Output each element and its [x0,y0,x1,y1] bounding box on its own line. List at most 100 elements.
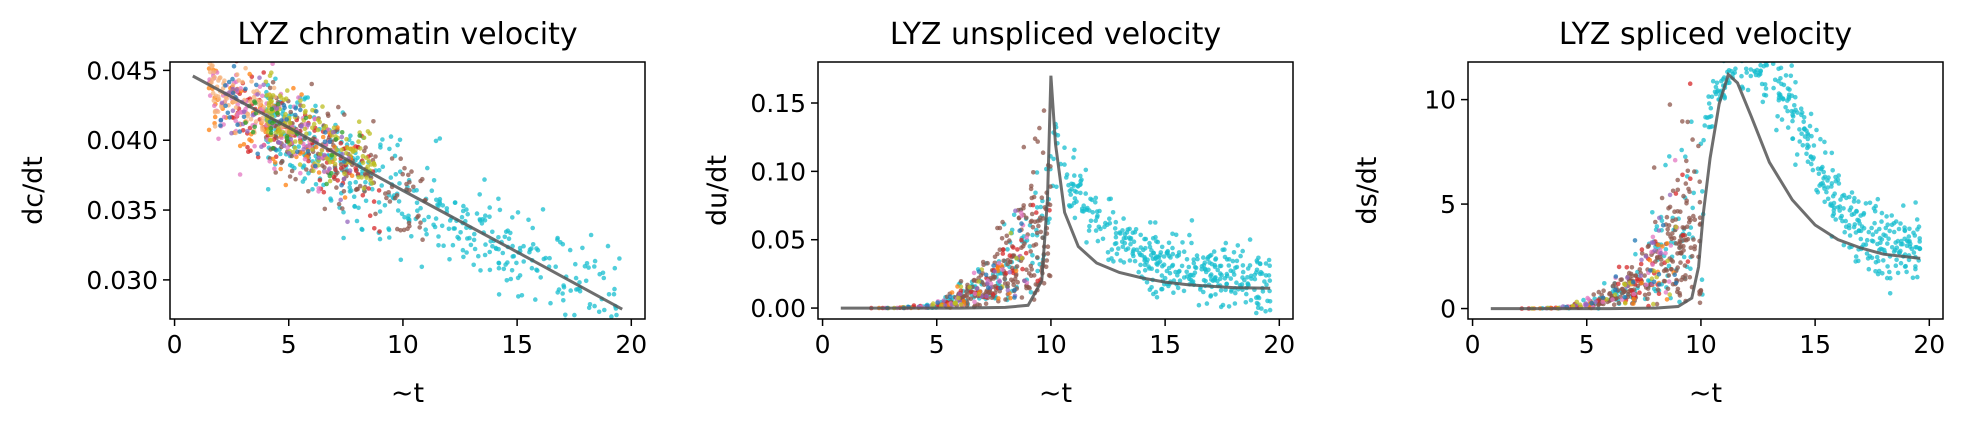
data-point [1147,266,1152,271]
data-point [521,243,526,249]
data-point [1143,245,1148,251]
data-point [444,206,450,211]
data-point [1005,257,1011,263]
data-point [285,88,290,93]
data-point [314,109,319,114]
data-point [295,149,300,154]
data-point [1005,247,1010,252]
data-point [1260,289,1266,294]
data-point [1047,216,1052,222]
data-point [1224,281,1229,287]
data-point [316,186,322,191]
data-point [237,143,243,149]
data-point [417,225,423,230]
data-point [1840,218,1845,224]
y-tick-label: 0.030 [86,266,158,295]
data-point [306,189,311,194]
data-point [560,291,565,296]
x-tick-label: 15 [1149,330,1181,359]
data-point [1901,203,1906,208]
data-point [1258,269,1264,275]
data-point [209,63,214,69]
data-point [1720,77,1726,82]
data-point [1679,147,1684,153]
data-point [248,116,254,122]
data-point [431,178,437,183]
data-point [1878,246,1883,252]
data-point [1254,267,1260,273]
data-point [1699,277,1705,283]
data-point [347,185,353,190]
data-point [549,320,554,325]
data-point [1710,78,1716,84]
data-point [1818,136,1823,142]
data-point [1024,215,1029,221]
data-point [1047,273,1053,279]
data-point [1814,187,1819,193]
data-point [1029,211,1035,217]
data-point [1002,276,1007,282]
data-point [276,102,281,107]
data-point [519,293,525,298]
data-point [313,163,318,169]
data-point [1090,210,1095,215]
data-point [315,127,321,133]
data-point [1791,109,1797,115]
data-point [1809,133,1814,139]
data-point [1687,189,1692,194]
y-tick-label: 10 [1424,86,1456,115]
data-point [1616,264,1622,270]
data-point [596,309,602,315]
data-point [429,188,435,193]
data-point [1113,234,1119,240]
data-point [1034,210,1039,215]
data-point [241,109,247,115]
data-point [1863,201,1869,206]
data-point [1858,236,1864,242]
data-point [1667,102,1673,107]
data-point [1119,239,1125,245]
data-point [260,119,265,124]
data-point [1790,114,1796,119]
data-point [1134,247,1140,253]
data-point [1265,298,1270,304]
data-point [949,290,955,295]
data-point [1036,223,1041,229]
data-point [224,56,229,61]
data-point [269,106,275,112]
data-point [1600,295,1606,301]
data-point [1245,266,1251,271]
data-point [1873,260,1879,265]
data-point [984,293,989,299]
y-axis-label: dc/dt [18,156,49,225]
data-point [1095,238,1101,244]
data-point [258,99,264,104]
data-point [1829,150,1835,156]
data-point [488,239,494,244]
data-point [280,129,286,135]
data-point [362,171,368,177]
data-point [1902,264,1908,269]
data-point [426,214,431,220]
data-point [1756,73,1761,78]
data-point [517,273,523,278]
data-point [1805,136,1811,142]
data-point [1667,204,1673,210]
data-point [326,113,331,119]
data-point [251,89,256,94]
data-point [231,64,237,69]
data-point [218,51,223,56]
data-point [1000,219,1005,225]
data-point [1030,232,1035,238]
data-point [1672,272,1677,278]
data-point [293,139,298,144]
data-point [1645,244,1651,249]
data-point [586,324,591,329]
x-tick-label: 5 [281,330,297,359]
data-point [601,275,607,281]
data-point [1897,250,1902,255]
data-point [230,82,236,88]
data-point [958,302,964,307]
data-point [1028,273,1034,279]
data-point [1583,303,1589,308]
